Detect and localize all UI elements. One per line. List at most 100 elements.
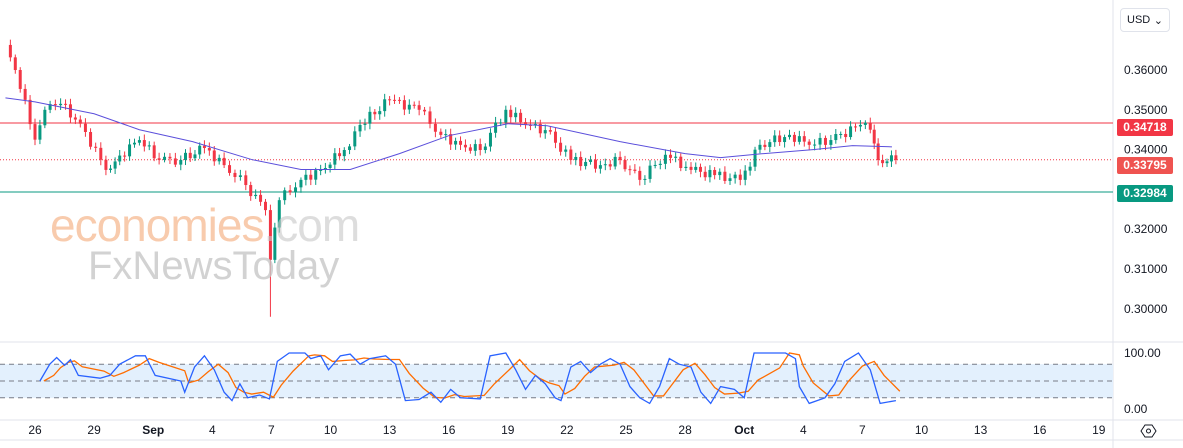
candle-body [268, 210, 272, 260]
candle-body [33, 124, 37, 140]
candle-body [212, 150, 216, 162]
candle-body [669, 154, 673, 158]
candle-body [504, 109, 508, 123]
time-tick-label: 7 [859, 423, 866, 437]
candle-body [222, 157, 226, 166]
candle-body [348, 146, 352, 151]
candle-body [694, 166, 698, 170]
candle-body [543, 130, 547, 134]
candle-body [863, 122, 867, 125]
candle-body [23, 88, 27, 100]
candle-body [417, 105, 421, 110]
candle-body [738, 174, 742, 180]
time-tick-label: 13 [383, 423, 397, 437]
candle-body [468, 147, 472, 151]
candle-body [885, 161, 889, 164]
candle-body [584, 161, 588, 167]
candle-body [309, 174, 313, 180]
candle-body [173, 158, 177, 165]
last-price-tag: 0.33795 [1117, 157, 1173, 174]
candle-body [198, 145, 202, 155]
currency-select[interactable]: USD ⌄ [1120, 8, 1170, 32]
candle-body [858, 124, 862, 127]
candle-body [412, 104, 416, 106]
candle-body [818, 137, 822, 145]
time-tick-label: 28 [678, 423, 692, 437]
candle-body [8, 44, 12, 58]
candle-body [463, 144, 467, 148]
candle-body [13, 57, 17, 71]
candle-body [524, 122, 528, 125]
candle-body [881, 159, 885, 164]
candle-body [78, 119, 82, 124]
candle-body [152, 145, 156, 159]
candle-body [407, 104, 411, 110]
candle-body [553, 131, 557, 143]
candle-body [494, 122, 498, 133]
candle-body [844, 133, 848, 138]
candle-body [733, 174, 737, 179]
candle-body [444, 134, 448, 136]
candle-body [157, 158, 161, 160]
candle-body [593, 159, 597, 169]
fxnewstoday-watermark: FxNewsToday [88, 244, 340, 288]
candle-body [579, 156, 583, 167]
candle-body [73, 117, 77, 120]
candle-body [353, 131, 357, 147]
candle-body [689, 166, 693, 170]
candle-body [294, 187, 298, 193]
resistance-price-tag: 0.34718 [1117, 119, 1173, 136]
candle-body [868, 122, 872, 130]
time-tick-label: 10 [324, 423, 338, 437]
candle-body [277, 200, 281, 228]
time-tick-label: 29 [87, 423, 101, 437]
candle-body [207, 148, 211, 151]
candle-body [137, 140, 141, 143]
candle-body [839, 133, 843, 135]
candle-body [89, 131, 93, 147]
candle-body [773, 135, 777, 143]
candle-body [113, 161, 117, 169]
price-tick-label: 0.30000 [1124, 302, 1168, 316]
candle-body [718, 171, 722, 176]
candle-body [188, 152, 192, 159]
candle-body [684, 166, 688, 168]
candle-body [574, 156, 578, 160]
candle-body [748, 166, 752, 171]
candle-body [807, 141, 811, 145]
candle-body [648, 165, 652, 179]
candle-body [83, 123, 87, 132]
candle-body [59, 103, 63, 106]
candle-body [488, 132, 492, 147]
time-tick-label: 4 [800, 423, 807, 437]
candle-body [589, 159, 593, 162]
candle-body [569, 149, 573, 160]
candle-body [528, 124, 532, 126]
candle-body [829, 140, 833, 145]
time-tick-label: 22 [560, 423, 574, 437]
time-tick-label: 7 [268, 423, 275, 437]
time-tick-label: 19 [1092, 423, 1106, 437]
moving-average-line [5, 97, 892, 171]
time-tick-label: 4 [209, 423, 216, 437]
candle-body [679, 156, 683, 168]
candle-body [663, 154, 667, 164]
candle-body [439, 131, 443, 135]
candle-body [358, 124, 362, 132]
candle-body [538, 123, 542, 134]
candle-body [383, 99, 387, 112]
candle-body [338, 153, 342, 157]
time-tick-label: 26 [28, 423, 42, 437]
candle-body [328, 164, 332, 168]
candle-body [368, 111, 372, 124]
candle-body [402, 100, 406, 110]
candle-body [283, 190, 287, 201]
candle-body [613, 156, 617, 167]
candle-body [28, 99, 32, 125]
candle-body [454, 140, 458, 145]
price-tick-label: 0.32000 [1124, 222, 1168, 236]
settings-icon-dot [1146, 428, 1151, 434]
candle-body [459, 140, 463, 145]
